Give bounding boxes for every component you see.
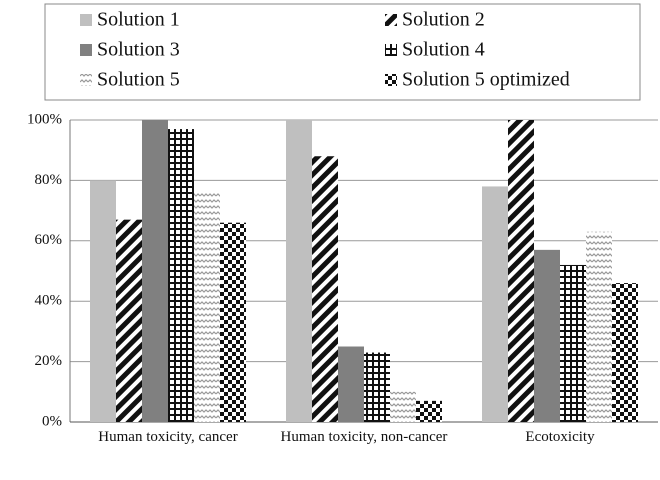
legend-label: Solution 5 [97,69,180,91]
legend-swatch [80,14,92,26]
y-tick-label: 80% [35,172,63,188]
bar [168,129,194,422]
legend-label: Solution 4 [402,39,485,61]
bar [534,249,560,422]
y-tick-label: 0% [42,413,62,429]
bar [482,186,508,422]
bar [142,120,168,422]
bar [508,120,534,422]
bar [194,192,220,422]
y-tick-label: 100% [27,111,62,127]
legend-label: Solution 2 [402,9,485,31]
bar [338,346,364,422]
legend-swatch [385,44,397,56]
bar [116,219,142,422]
legend-label: Solution 3 [97,39,180,61]
bar [90,180,116,422]
x-tick-label: Human toxicity, non-cancer [280,429,448,445]
bar [220,222,246,422]
y-tick-label: 20% [35,353,63,369]
legend-swatch [80,74,92,86]
bar [286,120,312,422]
bar [560,264,586,422]
bar [364,352,390,422]
y-tick-label: 40% [35,293,63,309]
bar [586,231,612,422]
bar [390,391,416,422]
legend-swatch [385,74,397,86]
x-tick-label: Human toxicity, cancer [98,429,238,445]
legend-swatch [385,14,397,26]
bar [312,156,338,423]
bar [416,400,442,422]
legend-label: Solution 1 [97,9,180,31]
y-tick-label: 60% [35,232,63,248]
legend-box [44,3,641,101]
legend-label: Solution 5 optimized [402,69,570,91]
bar [612,283,638,422]
x-tick-label: Ecotoxicity [525,429,595,445]
legend-swatch [80,44,92,56]
